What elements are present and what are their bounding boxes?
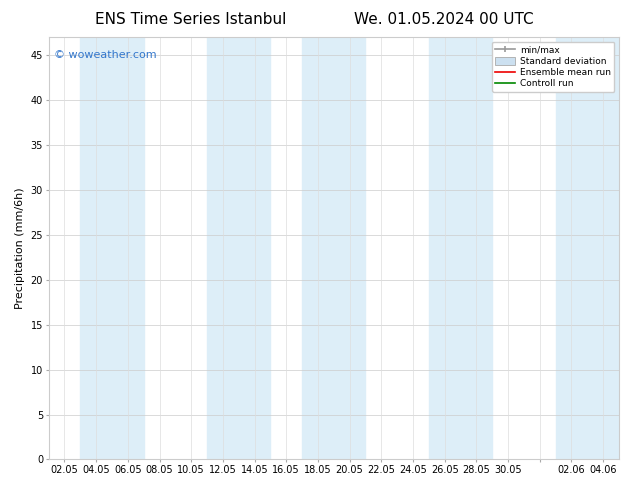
Bar [555,37,619,460]
Bar [207,37,270,460]
Text: ENS Time Series Istanbul: ENS Time Series Istanbul [94,12,286,27]
Bar [429,37,492,460]
Bar [81,37,144,460]
Text: We. 01.05.2024 00 UTC: We. 01.05.2024 00 UTC [354,12,534,27]
Text: © woweather.com: © woweather.com [55,49,157,60]
Bar [302,37,365,460]
Y-axis label: Precipitation (mm/6h): Precipitation (mm/6h) [15,188,25,309]
Legend: min/max, Standard deviation, Ensemble mean run, Controll run: min/max, Standard deviation, Ensemble me… [492,42,614,92]
